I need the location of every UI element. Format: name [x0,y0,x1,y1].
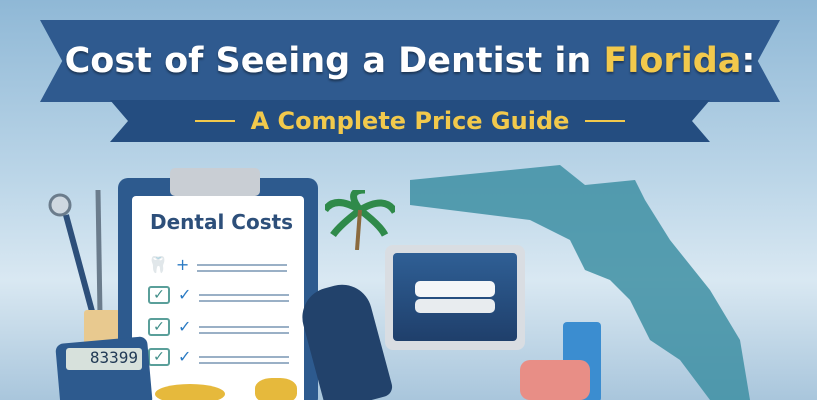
divider [585,120,626,122]
list-item: ✓ ✓ [148,317,290,336]
denture-model-icon [520,360,590,400]
page-title: Cost of Seeing a Dentist in Florida: [65,41,756,81]
check-icon: ✓ [178,347,192,366]
text-line [199,325,290,328]
clipboard-title: Dental Costs [150,210,294,234]
divider [194,120,235,122]
text-line [197,263,288,266]
title-colon: : [741,41,756,81]
check-icon: ✓ [178,285,192,304]
text-line [199,293,290,296]
clipboard-paper [132,196,304,400]
checkbox-icon: ✓ [148,317,170,336]
list-item: ✓ ✓ [148,347,290,366]
palm-tree-icon [325,190,395,250]
text-line [199,355,290,358]
checkbox-icon: ✓ [148,285,170,304]
calculator-display: 83399 [66,348,142,370]
title-banner: Cost of Seeing a Dentist in Florida: [40,20,780,102]
clipboard-clip [170,168,260,196]
dental-tools-icon [48,189,103,316]
coins-icon [155,384,225,400]
list-item: ✓ ✓ [148,285,290,304]
tooth-icon: 🦷 [148,255,168,274]
teeth-xray-icon [393,253,517,341]
list-item: 🦷 + [148,255,288,274]
title-text: Cost of Seeing a Dentist in [64,41,604,81]
subtitle-banner: A Complete Price Guide [110,100,710,142]
florida-map-icon [410,165,750,400]
title-highlight: Florida [603,41,742,81]
checkbox-icon: ✓ [148,347,170,366]
page-subtitle: A Complete Price Guide [250,107,570,135]
check-icon: ✓ [178,317,192,336]
coins-icon [255,378,297,400]
plus-icon: + [175,255,190,274]
